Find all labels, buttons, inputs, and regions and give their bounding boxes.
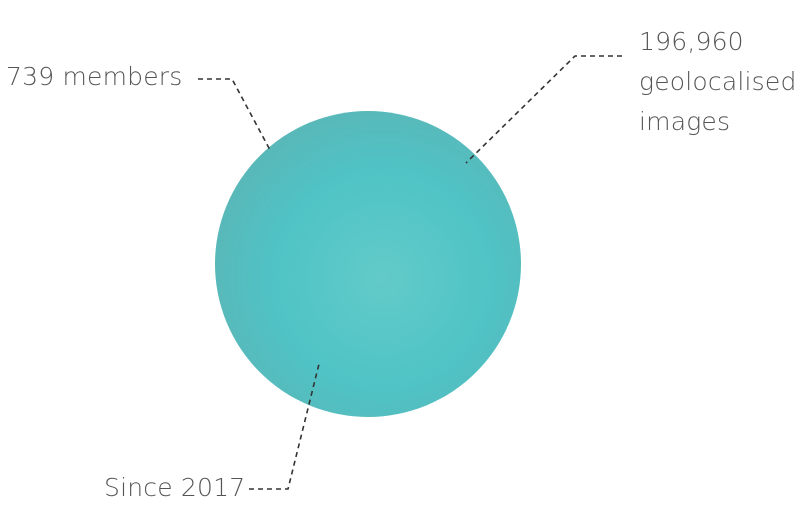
images-leader-line — [465, 55, 622, 164]
since-label: Since 2017 — [104, 473, 246, 502]
members-leader-line — [198, 78, 271, 151]
images-label-line3: images — [639, 107, 731, 136]
images-label: 196,960 geolocalised images — [639, 22, 797, 142]
images-count: 196,960 — [639, 27, 744, 56]
since-leader-line — [249, 363, 320, 490]
images-label-line2: geolocalised — [639, 67, 797, 96]
stats-circle — [215, 111, 521, 417]
members-label: 739 members — [6, 62, 183, 91]
